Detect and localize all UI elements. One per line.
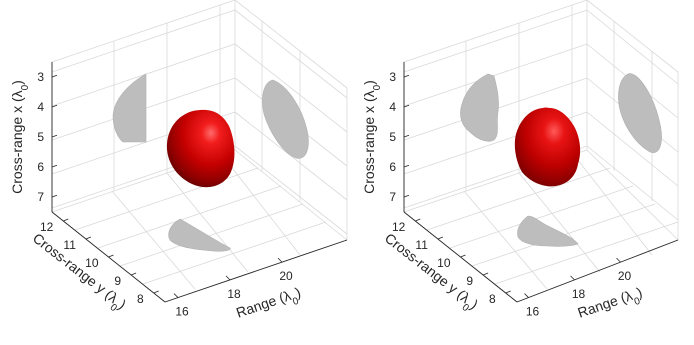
left-y-tick-label: 11: [63, 238, 76, 252]
left-y-tick-label: 9: [114, 274, 121, 288]
left-z-tick-label: 7: [37, 190, 44, 204]
left-x-tick-mark: [225, 275, 231, 281]
left-x-tick-label: 20: [279, 269, 293, 283]
left-z-tick-mark: [51, 134, 58, 138]
left-y-tick-mark: [153, 290, 159, 294]
right-z-tick-mark: [403, 164, 410, 168]
right-z-tick-label: 3: [389, 70, 396, 84]
right-projection-back-wall-2: [618, 73, 662, 153]
left-z-tick-mark: [51, 74, 58, 78]
right-x-tick-mark: [524, 293, 529, 298]
left-x-tick-mark: [173, 293, 179, 298]
right-x-tick-label: 16: [526, 305, 540, 319]
right-projection-floor: [517, 215, 579, 247]
left-x-tick-label: 18: [227, 287, 241, 301]
right-z-tick-mark: [403, 194, 410, 198]
right-x-tick-mark: [616, 257, 621, 263]
left-z-tick-mark: [51, 194, 58, 198]
left-y-tick-mark: [85, 236, 92, 240]
right-y-tick-mark: [415, 218, 421, 222]
left-isosurface-object: [166, 109, 235, 188]
right-z-tick-mark: [403, 74, 410, 78]
left-projection-back-wall-2: [262, 79, 309, 159]
left-y-tick-label: 8: [137, 292, 144, 306]
left-z-tick-label: 4: [37, 100, 44, 114]
right-z-tick-label: 5: [389, 130, 396, 144]
left-z-tick-label: 3: [37, 70, 44, 84]
left-x-tick-label: 16: [175, 305, 189, 319]
right-x-tick-mark: [570, 275, 575, 281]
left-projection-back-wall-1: [112, 73, 147, 143]
left-x-tick-mark: [277, 257, 283, 263]
left-y-tick-mark: [63, 218, 69, 222]
left-y-tick-label: 10: [85, 256, 99, 270]
right-z-tick-label: 4: [389, 100, 396, 114]
left-z-axis-title: Cross-range x (λ0): [9, 80, 31, 194]
right-z-tick-label: 6: [389, 160, 396, 174]
left-z-tick-mark: [51, 164, 58, 168]
right-y-tick-label: 8: [489, 292, 496, 306]
right-y-tick-label: 10: [437, 256, 451, 270]
left-y-tick-mark: [130, 272, 137, 276]
right-x-axis-title: Range (λ0): [576, 284, 646, 326]
left-y-tick-label: 12: [40, 220, 54, 234]
right-y-tick-mark: [505, 290, 511, 294]
left-x-axis-title: Range (λ0): [234, 284, 304, 326]
left-projection-floor: [168, 218, 231, 252]
right-z-tick-mark: [403, 134, 410, 138]
right-y-tick-mark: [460, 254, 466, 258]
right-x-tick-label: 20: [618, 269, 632, 283]
right-y-tick-mark: [482, 272, 489, 276]
right-z-axis-title: Cross-range x (λ0): [361, 80, 383, 194]
left-z-tick-mark: [51, 104, 58, 108]
left-y-tick-mark: [108, 254, 114, 258]
right-x-tick-label: 18: [572, 287, 586, 301]
right-y-tick-label: 11: [415, 238, 428, 252]
left-z-tick-label: 5: [37, 130, 44, 144]
right-y-tick-label: 9: [466, 274, 473, 288]
right-projection-back-wall-1: [460, 73, 499, 142]
right-y-tick-mark: [437, 236, 444, 240]
right-z-tick-label: 7: [389, 190, 396, 204]
right-y-tick-label: 12: [392, 220, 406, 234]
right-isosurface-object: [514, 107, 581, 187]
left-z-tick-label: 6: [37, 160, 44, 174]
right-z-tick-mark: [403, 104, 410, 108]
